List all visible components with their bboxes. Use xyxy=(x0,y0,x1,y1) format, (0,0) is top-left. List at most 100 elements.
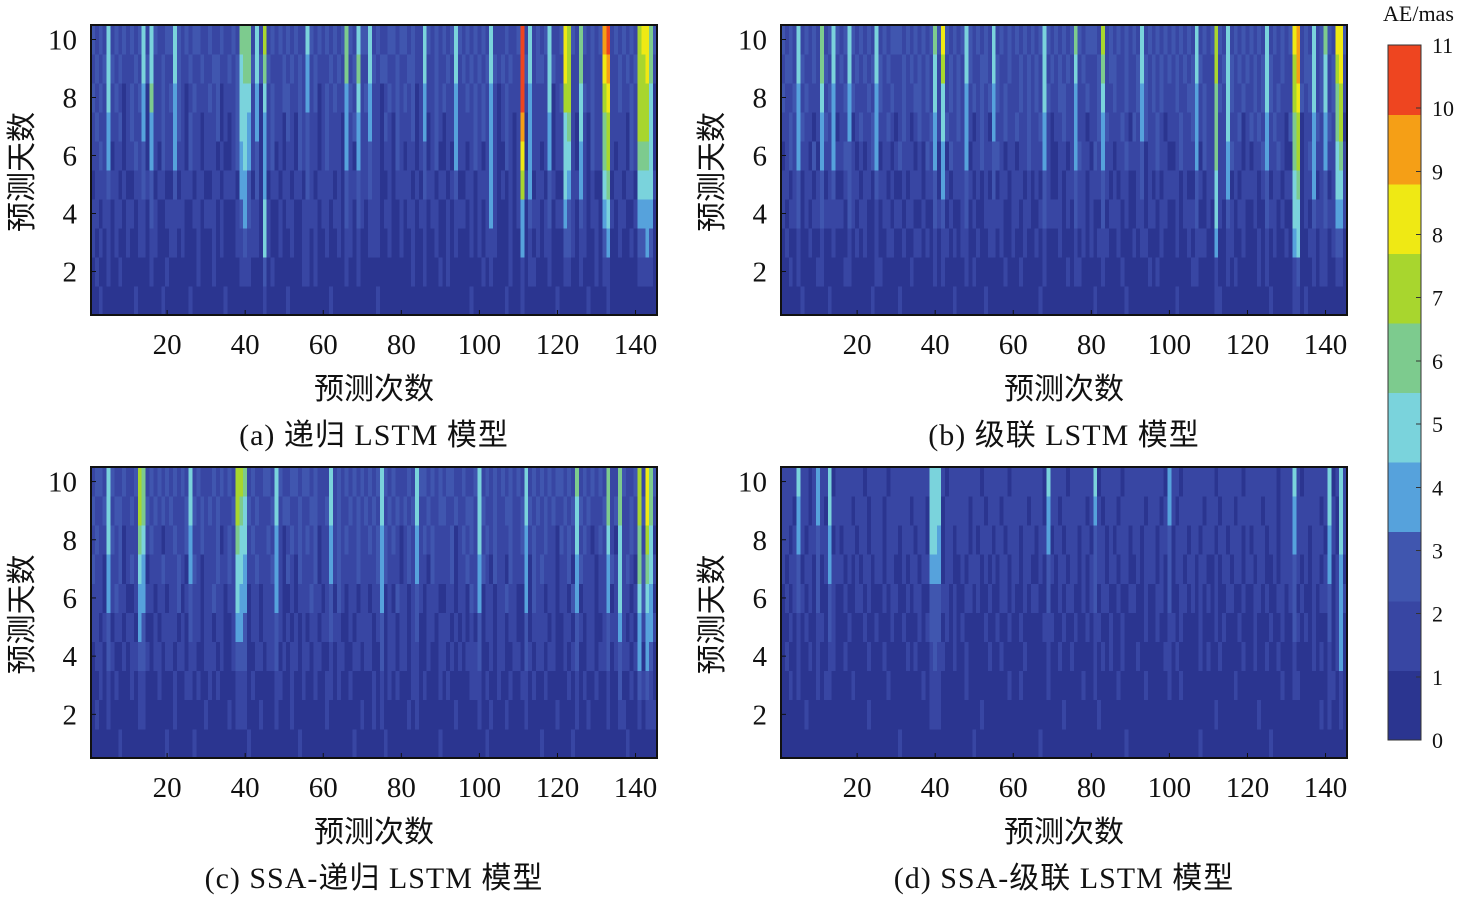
heatmap-cell xyxy=(1062,257,1067,287)
heatmap-cell xyxy=(333,699,338,730)
heatmap-cell xyxy=(909,112,915,142)
heatmap-cell xyxy=(212,83,217,113)
heatmap-cell xyxy=(149,54,154,84)
heatmap-cell xyxy=(325,54,330,84)
heatmap-cell xyxy=(909,641,915,672)
heatmap-cell xyxy=(796,699,801,730)
heatmap-cell xyxy=(469,54,474,84)
heatmap-cell xyxy=(317,25,322,55)
heatmap-cell xyxy=(1225,112,1231,142)
heatmap-cell xyxy=(399,83,404,113)
heatmap-cell xyxy=(110,583,115,613)
heatmap-cell xyxy=(641,525,646,555)
panel-caption: (b) 级联 LSTM 模型 xyxy=(928,419,1200,452)
heatmap-cell xyxy=(1159,699,1164,730)
heatmap-cell xyxy=(208,728,213,759)
heatmap-cell xyxy=(816,170,821,200)
heatmap-cell xyxy=(983,141,989,171)
heatmap-cell xyxy=(465,141,471,171)
heatmap-cell xyxy=(200,112,205,142)
heatmap-cell xyxy=(1124,728,1129,759)
heatmap-cell xyxy=(1108,54,1114,84)
heatmap-cell xyxy=(434,199,439,229)
heatmap-cell xyxy=(1284,112,1289,142)
heatmap-cell xyxy=(983,25,989,55)
heatmap-cell xyxy=(223,112,229,142)
heatmap-cell xyxy=(898,286,903,316)
heatmap-cell xyxy=(118,199,123,229)
heatmap-cell xyxy=(172,525,178,555)
heatmap-cell xyxy=(387,583,392,613)
heatmap-cell xyxy=(516,141,521,171)
heatmap-cell xyxy=(649,583,654,613)
heatmap-cell xyxy=(1144,83,1149,113)
heatmap-cell xyxy=(1136,257,1141,287)
heatmap-cell xyxy=(645,25,650,55)
heatmap-cell xyxy=(383,141,389,171)
heatmap-cell xyxy=(633,199,638,229)
heatmap-cell xyxy=(297,525,303,555)
heatmap-cell xyxy=(575,467,580,497)
heatmap-cell xyxy=(598,670,603,701)
heatmap-cell xyxy=(649,25,654,55)
heatmap-cell xyxy=(1108,83,1114,113)
heatmap-cell xyxy=(1272,728,1278,759)
heatmap-cell xyxy=(1300,54,1305,84)
heatmap-cell xyxy=(1132,170,1137,200)
heatmap-cell xyxy=(192,467,197,497)
heatmap-cell xyxy=(1093,199,1098,229)
heatmap-cell xyxy=(1081,112,1086,142)
heatmap-cell xyxy=(598,228,603,258)
heatmap-cell xyxy=(629,54,634,84)
heatmap-cell xyxy=(847,286,852,316)
heatmap-cell xyxy=(1257,670,1262,701)
heatmap-cell xyxy=(446,199,451,229)
heatmap-cell xyxy=(251,83,256,113)
y-tick-label: 4 xyxy=(63,641,78,673)
heatmap-cell xyxy=(917,141,922,171)
heatmap-cell xyxy=(118,641,123,672)
heatmap-cell xyxy=(309,670,314,701)
heatmap-cell xyxy=(278,257,283,287)
heatmap-cell xyxy=(1288,199,1293,229)
heatmap-cell xyxy=(1253,141,1258,171)
heatmap-cell xyxy=(231,525,236,555)
heatmap-cell xyxy=(1300,83,1305,113)
heatmap-cell xyxy=(434,583,439,613)
heatmap-cell xyxy=(333,141,338,171)
heatmap-cell xyxy=(520,25,525,55)
heatmap-cell xyxy=(1054,25,1059,55)
heatmap-cell xyxy=(270,583,275,613)
heatmap-cell xyxy=(1198,228,1203,258)
heatmap-cell xyxy=(286,54,291,84)
heatmap-cell xyxy=(991,25,997,55)
heatmap-cell xyxy=(305,670,310,701)
heatmap-cell xyxy=(98,83,104,113)
heatmap-cell xyxy=(1183,286,1188,316)
heatmap-cell xyxy=(414,170,420,200)
heatmap-cell xyxy=(1085,54,1090,84)
heatmap-cell xyxy=(999,228,1004,258)
heatmap-cell xyxy=(905,170,911,200)
heatmap-cell xyxy=(422,141,428,171)
heatmap-cell xyxy=(874,112,879,142)
heatmap-cell xyxy=(1268,112,1274,142)
heatmap-cell xyxy=(559,112,564,142)
heatmap-cell xyxy=(621,141,627,171)
heatmap-cell xyxy=(784,199,790,229)
heatmap-cell xyxy=(641,141,646,171)
heatmap-cell xyxy=(1284,25,1289,55)
heatmap-cell xyxy=(1046,170,1051,200)
heatmap-cell xyxy=(1335,699,1340,730)
heatmap-cell xyxy=(180,699,186,730)
heatmap-cell xyxy=(391,257,396,287)
heatmap-cell xyxy=(286,170,291,200)
heatmap-cell xyxy=(1108,228,1114,258)
heatmap-cell xyxy=(621,54,627,84)
heatmap-cell xyxy=(1128,257,1133,287)
heatmap-cell xyxy=(375,228,381,258)
heatmap-cell xyxy=(835,199,840,229)
heatmap-cell xyxy=(446,467,451,497)
heatmap-cell xyxy=(430,83,435,113)
heatmap-cell xyxy=(991,141,997,171)
